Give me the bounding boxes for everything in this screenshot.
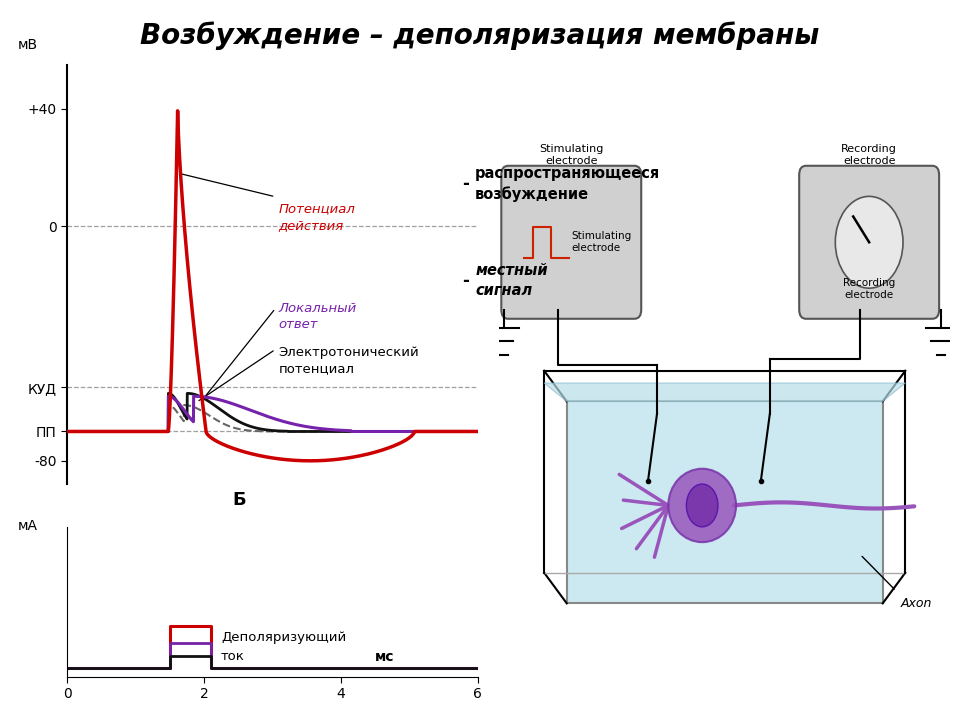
Text: Axon: Axon (900, 598, 932, 611)
Text: Recording
electrode: Recording electrode (843, 278, 896, 300)
Text: Stimulating
electrode: Stimulating electrode (571, 231, 632, 253)
Text: мс: мс (375, 649, 395, 664)
FancyBboxPatch shape (501, 166, 641, 319)
Text: Локальный
ответ: Локальный ответ (278, 302, 357, 331)
Text: Б: Б (232, 491, 247, 509)
Polygon shape (566, 401, 882, 603)
Text: ток: ток (221, 650, 245, 663)
Text: -: - (462, 175, 469, 192)
Text: Recording
electrode: Recording electrode (841, 144, 897, 166)
Circle shape (835, 197, 903, 288)
Polygon shape (544, 383, 905, 401)
Text: распространяющееся
возбуждение: распространяющееся возбуждение (475, 166, 660, 202)
Circle shape (686, 484, 718, 527)
Text: мВ: мВ (18, 38, 38, 53)
Text: Электротонический
потенциал: Электротонический потенциал (278, 346, 420, 375)
Text: мА: мА (18, 520, 38, 534)
Text: Возбуждение – деполяризация мембраны: Возбуждение – деполяризация мембраны (140, 22, 820, 50)
Text: Stimulating
electrode: Stimulating electrode (540, 144, 604, 166)
Text: Потенциал
действия: Потенциал действия (278, 202, 355, 232)
Text: -: - (462, 271, 469, 289)
FancyBboxPatch shape (799, 166, 939, 319)
Text: Деполяризующий: Деполяризующий (221, 631, 347, 644)
Text: местный
сигнал: местный сигнал (475, 264, 548, 298)
Ellipse shape (668, 469, 736, 542)
